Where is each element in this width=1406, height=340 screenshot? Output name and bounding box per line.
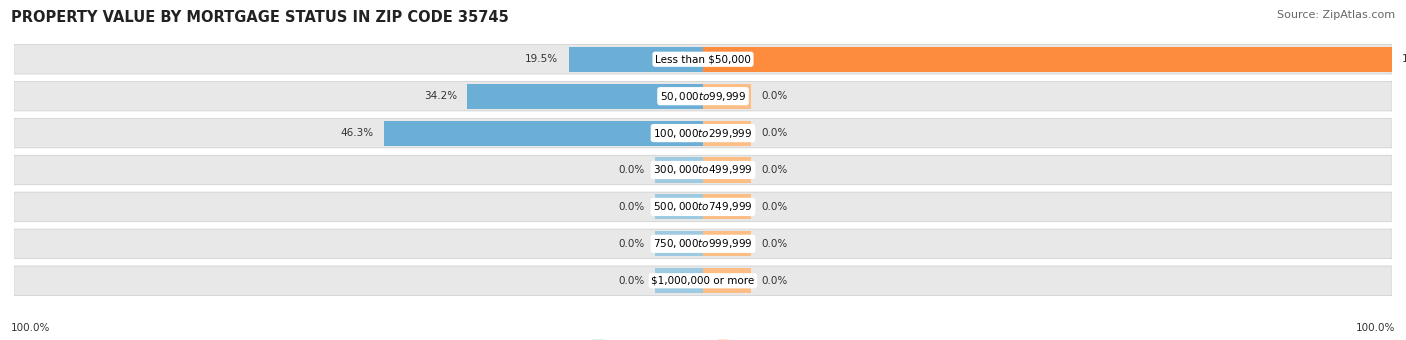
Text: $50,000 to $99,999: $50,000 to $99,999 (659, 90, 747, 103)
Text: 0.0%: 0.0% (619, 276, 644, 286)
Text: 0.0%: 0.0% (762, 202, 787, 212)
Bar (703, 268, 751, 293)
Bar (568, 47, 703, 72)
Text: 46.3%: 46.3% (340, 128, 374, 138)
Text: 34.2%: 34.2% (425, 91, 457, 101)
Bar (703, 121, 751, 146)
Bar (703, 231, 751, 256)
Bar (467, 84, 703, 109)
FancyBboxPatch shape (14, 229, 1392, 259)
FancyBboxPatch shape (14, 192, 1392, 222)
Bar (703, 157, 751, 183)
Text: 0.0%: 0.0% (762, 91, 787, 101)
Bar (655, 157, 703, 183)
Text: 19.5%: 19.5% (526, 54, 558, 64)
Text: $1,000,000 or more: $1,000,000 or more (651, 276, 755, 286)
Text: 0.0%: 0.0% (762, 165, 787, 175)
Text: Less than $50,000: Less than $50,000 (655, 54, 751, 64)
FancyBboxPatch shape (14, 45, 1392, 74)
Text: 0.0%: 0.0% (762, 128, 787, 138)
Text: 0.0%: 0.0% (762, 276, 787, 286)
Bar (703, 194, 751, 219)
FancyBboxPatch shape (14, 81, 1392, 111)
Bar (703, 47, 1392, 72)
Text: Source: ZipAtlas.com: Source: ZipAtlas.com (1277, 10, 1395, 20)
Bar (384, 121, 703, 146)
Text: $500,000 to $749,999: $500,000 to $749,999 (654, 200, 752, 214)
Text: 0.0%: 0.0% (619, 165, 644, 175)
Text: PROPERTY VALUE BY MORTGAGE STATUS IN ZIP CODE 35745: PROPERTY VALUE BY MORTGAGE STATUS IN ZIP… (11, 10, 509, 25)
Bar (655, 231, 703, 256)
FancyBboxPatch shape (14, 118, 1392, 148)
Text: 100.0%: 100.0% (11, 323, 51, 333)
Text: $750,000 to $999,999: $750,000 to $999,999 (654, 237, 752, 250)
Text: 0.0%: 0.0% (762, 239, 787, 249)
Text: $100,000 to $299,999: $100,000 to $299,999 (654, 126, 752, 140)
Text: 0.0%: 0.0% (619, 202, 644, 212)
Bar (655, 268, 703, 293)
Text: 100.0%: 100.0% (1355, 323, 1395, 333)
Text: 0.0%: 0.0% (619, 239, 644, 249)
FancyBboxPatch shape (14, 266, 1392, 295)
Text: 100.0%: 100.0% (1402, 54, 1406, 64)
FancyBboxPatch shape (14, 155, 1392, 185)
Bar (655, 194, 703, 219)
Bar (703, 84, 751, 109)
Text: $300,000 to $499,999: $300,000 to $499,999 (654, 164, 752, 176)
